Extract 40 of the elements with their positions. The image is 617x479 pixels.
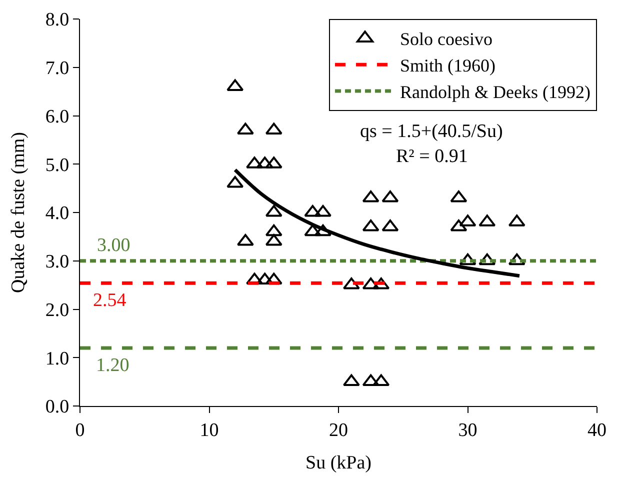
x-tick-label: 0 [75, 420, 85, 441]
point [372, 374, 390, 386]
line-series [233, 168, 522, 278]
annotation: 1.20 [96, 355, 130, 376]
y-tick-label: 1.0 [45, 348, 70, 370]
annotation: 2.54 [93, 290, 127, 311]
y-tick-label: 3.0 [45, 252, 70, 273]
point [304, 224, 322, 236]
point [236, 122, 254, 135]
point [478, 253, 496, 266]
y-axis-title: Quake de fuste (mm) [8, 132, 30, 293]
point [314, 224, 332, 236]
point [265, 122, 282, 135]
x-axis-title: Su (kPa) [306, 452, 372, 474]
point [362, 190, 380, 202]
legend-label: Solo coesivo [400, 29, 492, 50]
point [362, 374, 380, 386]
point [265, 224, 282, 236]
y-tick-label: 8.0 [45, 10, 70, 31]
legend-label: Randolph & Deeks (1992) [400, 82, 590, 102]
legend-label: Smith (1960) [400, 56, 496, 76]
annotation: 3.00 [97, 235, 130, 256]
y-tick-label: 7.0 [45, 58, 70, 80]
point [450, 190, 468, 202]
point [342, 374, 360, 386]
y-tick-label: 0.0 [45, 396, 70, 418]
annotation: R² = 0.91 [396, 146, 468, 167]
annotation: qs = 1.5+(40.5/Su) [360, 121, 503, 142]
x-tick-label: 40 [588, 420, 606, 441]
point [226, 176, 244, 188]
point [382, 190, 399, 202]
x-tick-label: 30 [458, 420, 478, 441]
y-tick-label: 6.0 [45, 106, 70, 128]
y-tick-label: 4.0 [45, 203, 70, 224]
y-tick-label: 5.0 [45, 154, 70, 176]
point [459, 253, 476, 266]
point [508, 253, 526, 266]
x-tick-label: 20 [329, 420, 348, 441]
y-tick-label: 2.0 [45, 300, 70, 321]
x-tick-label: 10 [200, 420, 219, 441]
